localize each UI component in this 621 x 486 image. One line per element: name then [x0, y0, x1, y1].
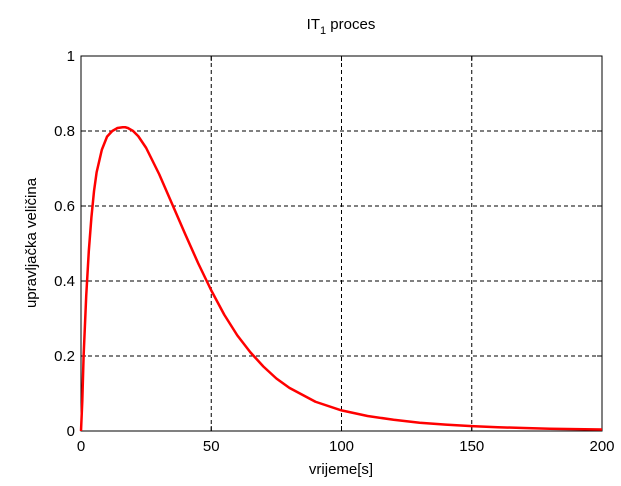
- y-tick-label: 0.6: [54, 198, 75, 215]
- x-tick-labels: 0 50 100 150 200: [77, 438, 615, 455]
- series-group: [79, 126, 603, 432]
- y-axis-title: upravljačka veličina: [23, 177, 40, 308]
- y-tick-label: 0: [67, 423, 75, 440]
- x-tick-label: 100: [329, 438, 354, 455]
- x-axis-title: vrijeme[s]: [309, 461, 373, 478]
- chart-title-rest: proces: [326, 16, 375, 33]
- tick-marks: [80, 55, 603, 432]
- y-tick-label: 0.4: [54, 273, 75, 290]
- x-tick-label: 50: [203, 438, 220, 455]
- y-tick-label: 0.8: [54, 123, 75, 140]
- chart-title: IT1 proces: [307, 16, 376, 37]
- plot-area: [80, 55, 603, 432]
- chart-title-main: IT: [307, 16, 320, 33]
- y-tick-labels: 0 0.2 0.4 0.6 0.8 1: [54, 48, 75, 440]
- y-tick-label: 0.2: [54, 348, 75, 365]
- x-tick-label: 150: [459, 438, 484, 455]
- grid-lines: [81, 56, 602, 431]
- y-tick-label: 1: [67, 48, 75, 65]
- series-line: [79, 126, 603, 432]
- chart-title-subscript: 1: [320, 25, 326, 37]
- x-tick-label: 200: [589, 438, 614, 455]
- x-tick-label: 0: [77, 438, 85, 455]
